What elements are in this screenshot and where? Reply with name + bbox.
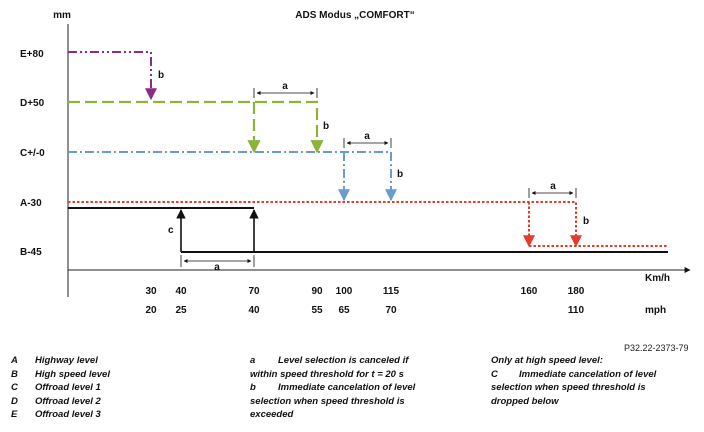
- legend-note: a Level selection is canceled if: [250, 354, 450, 368]
- legend-key: b: [250, 382, 256, 393]
- level-c-curve: a b: [68, 131, 403, 202]
- level-label-c: C+/-0: [20, 148, 45, 159]
- legend-notes: a Level selection is canceled if within s…: [250, 354, 450, 422]
- level-label-d: D+50: [20, 98, 45, 109]
- tick-kmh-90: 90: [311, 286, 323, 297]
- level-label-b: B-45: [20, 247, 42, 258]
- label-b-d: b: [323, 121, 329, 132]
- legend-item: E Offroad level 3: [11, 408, 211, 422]
- legend-high-speed: Only at high speed level: C Immediate can…: [491, 354, 691, 408]
- tick-kmh-160: 160: [521, 286, 538, 297]
- label-a-a: a: [550, 181, 556, 192]
- tick-mph-110: 110: [568, 305, 585, 316]
- level-b-curve: c a: [68, 207, 668, 273]
- legend-item: C Offroad level 1: [11, 381, 211, 395]
- legend-levels: A Highway level B High speed level C Offroa…: [11, 354, 211, 422]
- level-e-line: [68, 51, 157, 101]
- x-axis-unit-kmh: Km/h: [645, 273, 670, 284]
- legend-key: C: [11, 382, 18, 393]
- level-speed-diagram: ADS Modus „COMFORT“ mm Km/h mph E+80 D+5…: [20, 10, 691, 316]
- tick-mph-20: 20: [145, 305, 157, 316]
- legend-key: C: [491, 368, 498, 380]
- reference-code: P32.22-2373-79: [624, 343, 689, 353]
- level-d-line: [68, 100, 324, 154]
- tick-mph-65: 65: [338, 305, 350, 316]
- level-a-curve: a b: [68, 181, 668, 248]
- label-a-c: a: [364, 131, 370, 142]
- legend-key: E: [11, 409, 18, 420]
- speed-ticks: 30 20 40 25 70 40 90 55 100 65 115 70 16…: [145, 286, 584, 316]
- legend-text-cont: within speed threshold for t = 20 s: [250, 368, 404, 380]
- legend-text: High speed level: [35, 368, 110, 380]
- tick-kmh-30: 30: [145, 286, 157, 297]
- level-a-line: [68, 201, 582, 248]
- label-a-d: a: [282, 81, 288, 92]
- tick-kmh-100: 100: [336, 286, 353, 297]
- level-c-line: [68, 151, 397, 202]
- label-c: c: [168, 225, 174, 236]
- legend-key: a: [250, 355, 256, 366]
- label-b-e: b: [158, 70, 164, 81]
- legend-heading: Only at high speed level:: [491, 355, 603, 366]
- legend-text: Offroad level 1: [35, 382, 101, 393]
- label-b-a: b: [583, 216, 589, 227]
- legend-text: Immediate cancelation of level: [519, 368, 657, 380]
- label-a-b: a: [214, 262, 220, 273]
- legend-text-cont: selection when speed threshold is: [491, 382, 646, 393]
- label-b-c: b: [397, 169, 403, 180]
- legend-key: D: [11, 395, 18, 407]
- legend-key: A: [11, 355, 18, 366]
- legend-text-cont: dropped below: [491, 395, 559, 407]
- legend-note: b Immediate cancelation of level: [250, 381, 450, 395]
- tick-kmh-180: 180: [568, 286, 585, 297]
- legend-text: Level selection is canceled if: [278, 355, 409, 366]
- level-label-a: A-30: [20, 198, 42, 209]
- y-axis-unit: mm: [53, 10, 71, 21]
- legend-text-cont: selection when speed threshold is: [250, 395, 405, 407]
- tick-mph-70: 70: [385, 305, 397, 316]
- tick-mph-55: 55: [311, 305, 323, 316]
- legend-key: B: [11, 368, 18, 380]
- legend-text: Highway level: [35, 355, 98, 366]
- legend-text: Offroad level 2: [35, 395, 101, 407]
- tick-mph-40: 40: [248, 305, 260, 316]
- legend-item: B High speed level: [11, 368, 211, 382]
- legend-item: D Offroad level 2: [11, 395, 211, 409]
- legend-note: C Immediate cancelation of level: [491, 368, 691, 382]
- tick-kmh-115: 115: [383, 286, 400, 297]
- tick-kmh-70: 70: [248, 286, 260, 297]
- level-e-curve: b: [68, 51, 164, 101]
- x-axis-unit-mph: mph: [645, 305, 666, 316]
- legend-text-cont: exceeded: [250, 409, 294, 420]
- legend-text: Offroad level 3: [35, 409, 101, 420]
- tick-kmh-40: 40: [175, 286, 187, 297]
- level-label-e: E+80: [20, 49, 44, 60]
- tick-mph-25: 25: [175, 305, 187, 316]
- legend-item: A Highway level: [11, 354, 211, 368]
- legend-text: Immediate cancelation of level: [278, 382, 416, 393]
- level-d-curve: a b: [68, 81, 329, 154]
- diagram-title: ADS Modus „COMFORT“: [295, 10, 414, 21]
